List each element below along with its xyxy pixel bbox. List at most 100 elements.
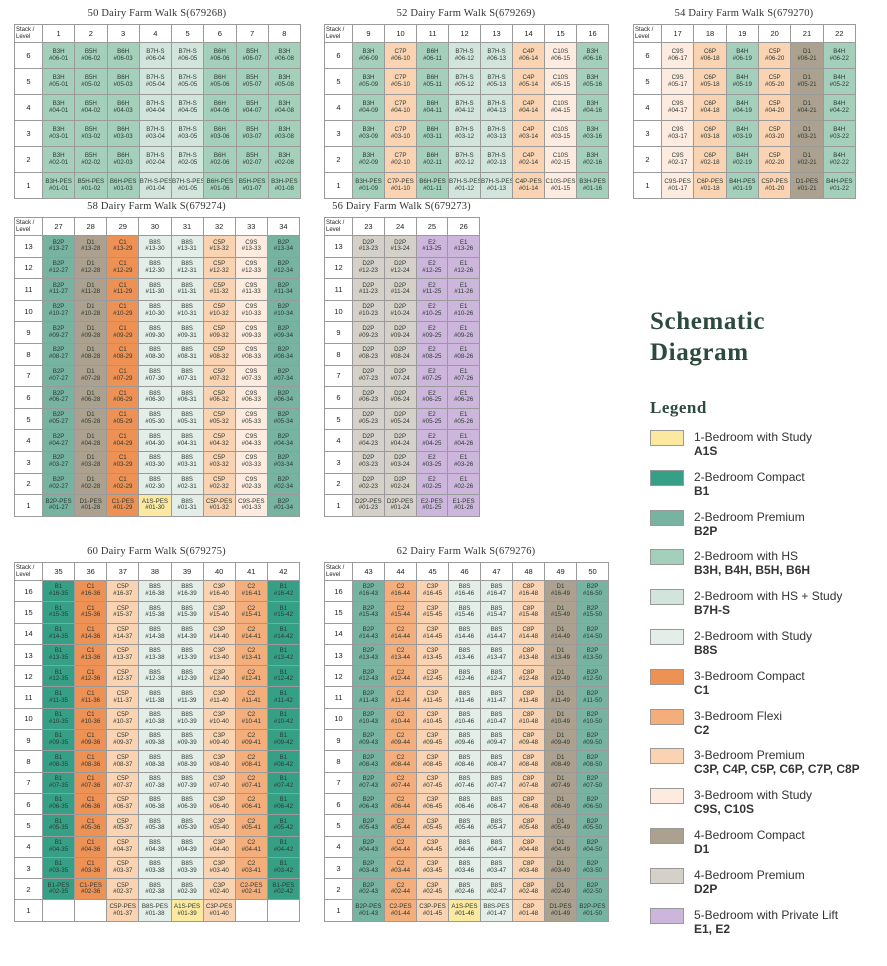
- unit-cell[interactable]: B8S #10-31: [170, 299, 204, 323]
- unit-cell[interactable]: B1 #11-35: [41, 686, 76, 709]
- unit-cell[interactable]: B8S #12-39: [170, 665, 204, 688]
- unit-cell[interactable]: C2 #03-41: [234, 856, 268, 880]
- unit-cell[interactable]: B8S #14-46: [448, 622, 481, 645]
- unit-cell[interactable]: B3H #06-01: [41, 42, 76, 69]
- unit-cell[interactable]: C3P-PES #01-45: [416, 899, 449, 922]
- unit-cell[interactable]: B7H-S #06-04: [138, 42, 173, 69]
- unit-cell[interactable]: C2 #12-44: [384, 665, 417, 688]
- unit-cell[interactable]: C1 #13-29: [106, 235, 140, 258]
- unit-cell[interactable]: E2 #09-25: [415, 321, 449, 344]
- unit-cell[interactable]: B5H-PES #01-07: [235, 172, 269, 199]
- unit-cell[interactable]: D2P #11-24: [383, 278, 417, 301]
- unit-cell[interactable]: C1 #07-29: [106, 364, 140, 388]
- unit-cell[interactable]: B4H #04-19: [725, 94, 759, 121]
- unit-cell[interactable]: B8S #06-38: [138, 792, 172, 816]
- unit-cell[interactable]: C3P #08-40: [202, 750, 236, 773]
- unit-cell[interactable]: C3P #07-40: [202, 771, 236, 794]
- unit-cell[interactable]: B5H #06-07: [235, 42, 269, 69]
- unit-cell[interactable]: B8S #15-47: [480, 601, 513, 624]
- unit-cell[interactable]: C1 #13-36: [74, 643, 108, 667]
- unit-cell[interactable]: C3P #10-40: [202, 707, 236, 731]
- unit-cell[interactable]: B8S #05-30: [138, 407, 172, 431]
- unit-cell[interactable]: C1 #05-29: [106, 407, 140, 431]
- unit-cell[interactable]: D1 #05-28: [74, 407, 108, 431]
- unit-cell[interactable]: C3P #09-45: [416, 729, 449, 752]
- unit-cell[interactable]: C5P #08-32: [202, 342, 236, 366]
- unit-cell[interactable]: C8P #11-48: [512, 686, 545, 709]
- unit-cell[interactable]: B6H #03-03: [106, 120, 140, 147]
- unit-cell[interactable]: B1 #16-42: [266, 579, 301, 603]
- unit-cell[interactable]: B2P #11-43: [352, 686, 385, 709]
- unit-cell[interactable]: B8S #13-38: [138, 643, 172, 667]
- unit-cell[interactable]: D2P #02-23: [352, 472, 385, 496]
- unit-cell[interactable]: D1 #09-49: [544, 729, 577, 752]
- unit-cell[interactable]: C3P #02-40: [202, 878, 236, 901]
- unit-cell[interactable]: C8P #02-48: [512, 878, 545, 901]
- unit-cell[interactable]: C3P #06-40: [202, 792, 236, 816]
- unit-cell[interactable]: B2P #02-43: [352, 878, 385, 901]
- unit-cell[interactable]: C4P #02-14: [512, 146, 545, 173]
- unit-cell[interactable]: D1-PES #01-28: [74, 494, 108, 517]
- unit-cell[interactable]: C1 #10-29: [106, 299, 140, 323]
- unit-cell[interactable]: B8S #16-47: [480, 579, 513, 603]
- unit-cell[interactable]: B3H #05-01: [41, 68, 76, 95]
- unit-cell[interactable]: B1 #08-35: [41, 750, 76, 773]
- unit-cell[interactable]: C1 #04-29: [106, 429, 140, 452]
- unit-cell[interactable]: E1 #11-26: [447, 278, 480, 301]
- unit-cell[interactable]: B8S #13-31: [170, 235, 204, 258]
- unit-cell[interactable]: B6H #06-06: [203, 42, 237, 69]
- unit-cell[interactable]: C9S #10-33: [234, 299, 268, 323]
- unit-cell[interactable]: C5P #09-37: [106, 729, 140, 752]
- unit-cell[interactable]: B8S #12-31: [170, 256, 204, 280]
- unit-cell[interactable]: B7H-S #06-13: [480, 42, 513, 69]
- unit-cell[interactable]: D1 #08-49: [544, 750, 577, 773]
- unit-cell[interactable]: D2P #06-24: [383, 386, 417, 409]
- unit-cell[interactable]: B8S #11-47: [480, 686, 513, 709]
- unit-cell[interactable]: C6P #02-18: [693, 146, 727, 173]
- unit-cell[interactable]: B2P #04-43: [352, 835, 385, 858]
- unit-cell[interactable]: C3P #15-40: [202, 601, 236, 624]
- unit-cell[interactable]: C2 #08-44: [384, 750, 417, 773]
- unit-cell[interactable]: B2P #05-50: [576, 814, 609, 837]
- unit-cell[interactable]: B2P #14-50: [576, 622, 609, 645]
- unit-cell[interactable]: B2P #13-34: [266, 235, 301, 258]
- unit-cell[interactable]: B8S #13-47: [480, 643, 513, 667]
- unit-cell[interactable]: B6H #04-11: [416, 94, 449, 121]
- unit-cell[interactable]: B2P #05-27: [41, 407, 76, 431]
- unit-cell[interactable]: C5P #13-37: [106, 643, 140, 667]
- unit-cell[interactable]: B8S #03-39: [170, 856, 204, 880]
- unit-cell[interactable]: [266, 899, 301, 922]
- unit-cell[interactable]: C1 #12-29: [106, 256, 140, 280]
- unit-cell[interactable]: C9S #06-33: [234, 386, 268, 409]
- unit-cell[interactable]: B8S #08-39: [170, 750, 204, 773]
- unit-cell[interactable]: B1 #10-35: [41, 707, 76, 731]
- unit-cell[interactable]: B5H #05-07: [235, 68, 269, 95]
- unit-cell[interactable]: B1 #13-35: [41, 643, 76, 667]
- unit-cell[interactable]: C6P #05-18: [693, 68, 727, 95]
- unit-cell[interactable]: C1 #09-36: [74, 729, 108, 752]
- unit-cell[interactable]: C3P #16-40: [202, 579, 236, 603]
- unit-cell[interactable]: C2 #11-41: [234, 686, 268, 709]
- unit-cell[interactable]: C5P #11-32: [202, 278, 236, 301]
- unit-cell[interactable]: B8S #08-38: [138, 750, 172, 773]
- unit-cell[interactable]: D1 #15-49: [544, 601, 577, 624]
- unit-cell[interactable]: B1 #04-35: [41, 835, 76, 858]
- unit-cell[interactable]: B8S #06-47: [480, 792, 513, 816]
- unit-cell[interactable]: C1 #09-29: [106, 321, 140, 344]
- unit-cell[interactable]: C2 #08-41: [234, 750, 268, 773]
- unit-cell[interactable]: B8S #14-38: [138, 622, 172, 645]
- unit-cell[interactable]: B4H #04-22: [822, 94, 856, 121]
- unit-cell[interactable]: B3H #02-16: [576, 146, 609, 173]
- unit-cell[interactable]: E1 #08-26: [447, 342, 480, 366]
- unit-cell[interactable]: C1 #08-36: [74, 750, 108, 773]
- unit-cell[interactable]: C5P-PES #01-20: [757, 172, 792, 199]
- unit-cell[interactable]: B1-PES #02-42: [266, 878, 301, 901]
- unit-cell[interactable]: B7H-S #03-13: [480, 120, 513, 147]
- unit-cell[interactable]: B7H-S #04-05: [170, 94, 205, 121]
- unit-cell[interactable]: C5P #02-37: [106, 878, 140, 901]
- unit-cell[interactable]: B8S #16-39: [170, 579, 204, 603]
- unit-cell[interactable]: D1 #14-49: [544, 622, 577, 645]
- unit-cell[interactable]: B8S #06-30: [138, 386, 172, 409]
- unit-cell[interactable]: B1 #12-35: [41, 665, 76, 688]
- unit-cell[interactable]: C5P #05-37: [106, 814, 140, 837]
